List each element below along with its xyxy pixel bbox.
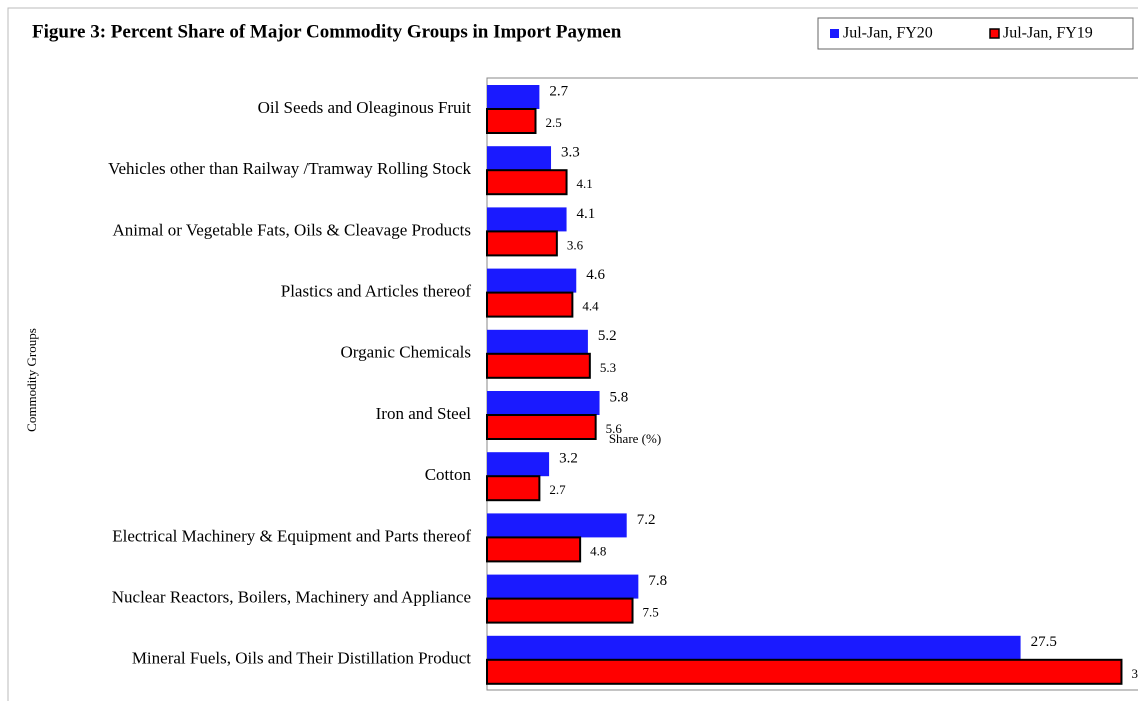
bar bbox=[487, 635, 1021, 660]
legend bbox=[817, 17, 1134, 50]
value-label: 7.5 bbox=[643, 605, 659, 620]
value-label: 5.2 bbox=[598, 328, 617, 344]
bar bbox=[486, 414, 597, 440]
category-label: Plastics and Articles thereof bbox=[281, 282, 472, 301]
bar bbox=[487, 268, 577, 293]
bar bbox=[487, 207, 567, 232]
bar bbox=[487, 85, 540, 109]
bar bbox=[486, 658, 1123, 685]
category-label: Nuclear Reactors, Boilers, Machinery and… bbox=[112, 588, 471, 607]
value-label: 5.3 bbox=[600, 360, 616, 375]
bar bbox=[486, 475, 541, 502]
value-label: 32.7 bbox=[1131, 666, 1138, 681]
chart-frame bbox=[7, 7, 1138, 701]
bar bbox=[486, 597, 634, 624]
value-label: 3.6 bbox=[567, 237, 584, 252]
value-label: 7.8 bbox=[648, 573, 667, 589]
bar bbox=[486, 291, 574, 318]
value-label: 4.6 bbox=[586, 267, 605, 283]
category-label: Iron and Steel bbox=[376, 404, 472, 423]
value-label: 5.8 bbox=[610, 389, 629, 405]
value-label: 2.5 bbox=[546, 115, 562, 130]
value-label: 3.2 bbox=[559, 451, 578, 467]
category-label: Organic Chemicals bbox=[341, 343, 471, 362]
legend-swatch bbox=[830, 29, 839, 38]
legend-label: Jul-Jan, FY20 bbox=[843, 25, 933, 42]
legend-swatch bbox=[989, 28, 1000, 39]
category-label: Cotton bbox=[425, 465, 472, 484]
category-label: Mineral Fuels, Oils and Their Distillati… bbox=[132, 649, 471, 668]
bar bbox=[487, 329, 588, 354]
bar bbox=[487, 513, 627, 538]
category-label: Animal or Vegetable Fats, Oils & Cleavag… bbox=[112, 220, 471, 239]
chart-title: Figure 3: Percent Share of Major Commodi… bbox=[32, 21, 622, 42]
bar bbox=[487, 452, 550, 477]
value-label: 5.6 bbox=[606, 421, 623, 436]
x-axis-label: Share (%) bbox=[609, 431, 661, 446]
category-label: Vehicles other than Railway /Tramway Rol… bbox=[108, 159, 471, 178]
category-label: Electrical Machinery & Equipment and Par… bbox=[112, 526, 471, 545]
category-label: Oil Seeds and Oleaginous Fruit bbox=[258, 98, 472, 117]
bar bbox=[487, 574, 639, 599]
plot-area bbox=[486, 77, 1138, 691]
value-label: 27.5 bbox=[1031, 634, 1057, 650]
legend-label: Jul-Jan, FY19 bbox=[1003, 25, 1093, 42]
bar bbox=[486, 536, 582, 563]
value-label: 2.7 bbox=[549, 482, 566, 497]
bar bbox=[487, 391, 600, 415]
value-label: 4.8 bbox=[590, 543, 606, 558]
value-label: 2.7 bbox=[549, 83, 568, 99]
y-axis-label: Commodity Groups bbox=[24, 328, 39, 432]
bar bbox=[486, 352, 591, 379]
value-label: 7.2 bbox=[637, 512, 656, 528]
bar bbox=[487, 146, 552, 171]
bar bbox=[486, 108, 537, 134]
value-label: 4.1 bbox=[577, 206, 596, 222]
value-label: 4.1 bbox=[577, 176, 593, 191]
bar bbox=[486, 169, 568, 196]
bar bbox=[486, 230, 558, 257]
value-label: 4.4 bbox=[582, 299, 599, 314]
value-label: 3.3 bbox=[561, 145, 580, 161]
